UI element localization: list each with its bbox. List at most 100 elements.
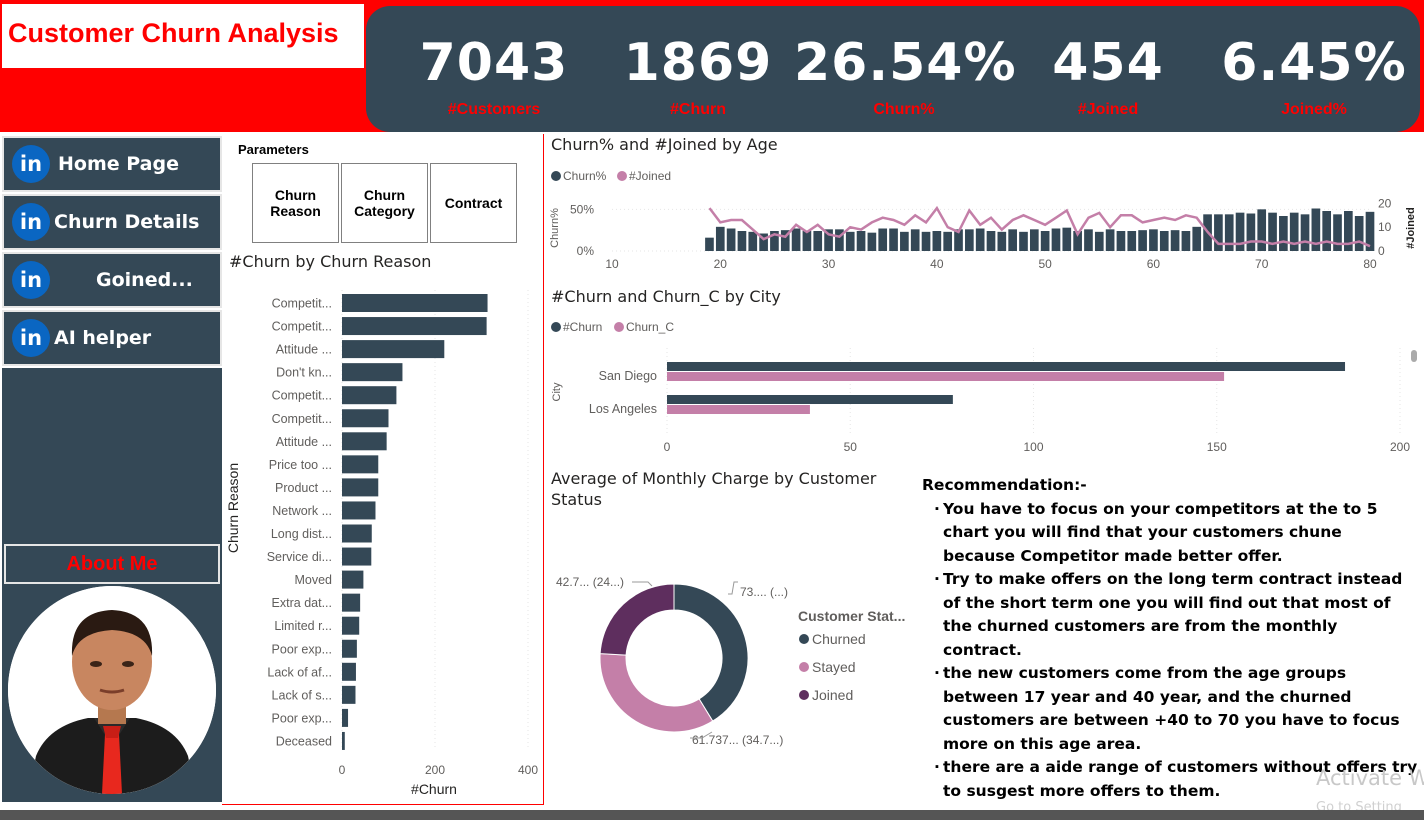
nav-label: Goined... (96, 269, 193, 291)
reason-category-label: Long dist... (271, 527, 332, 541)
kpi-label: Churn% (873, 101, 935, 118)
reason-chart: Churn Reason #Churn Competit... Competit.… (225, 290, 538, 797)
legend-dot-stayed (799, 662, 809, 672)
age-bar (1300, 214, 1310, 251)
nav-home-page[interactable]: in Home Page (2, 136, 222, 192)
linkedin-icon: in (12, 145, 50, 183)
profile-photo (8, 586, 216, 794)
about-me-button[interactable]: About Me (4, 544, 220, 584)
linkedin-icon: in (12, 319, 50, 357)
nav-churn-details[interactable]: in Churn Details (2, 194, 222, 250)
city-churn-bar (667, 362, 1346, 371)
age-bar (1084, 229, 1093, 251)
recommendation-item: You have to focus on your competitors at… (934, 498, 1418, 569)
age-x-tick: 80 (1363, 257, 1377, 271)
page-title: Customer Churn Analysis (8, 18, 339, 48)
age-bar (791, 228, 801, 251)
kpi-value: 7043 (419, 33, 569, 93)
age-bar (975, 228, 985, 251)
reason-bar (342, 662, 356, 681)
age-bar (835, 229, 844, 251)
age-y-left-tick: 50% (570, 202, 594, 216)
reason-category-label: Service di... (267, 550, 332, 564)
reason-bar (342, 685, 356, 704)
kpi-label: #Joined (1077, 101, 1139, 118)
recommendation-item: the new customers come from the age grou… (934, 662, 1418, 756)
bottom-bar (0, 810, 1424, 820)
city-category-label: Los Angeles (589, 402, 657, 416)
kpi-joined: 454 #Joined (998, 28, 1218, 122)
kpi-value: 26.54% (794, 33, 1017, 93)
age-bar (705, 237, 714, 251)
age-bar (845, 231, 855, 251)
reason-chart-title: #Churn by Churn Reason (229, 252, 432, 271)
age-bar (867, 232, 877, 251)
reason-category-label: Don't kn... (276, 366, 332, 380)
reason-category-label: Competit... (272, 297, 332, 311)
parameters-title: Parameters (238, 142, 309, 157)
age-bar (1159, 231, 1169, 251)
reason-category-label: Poor exp... (272, 642, 332, 656)
age-bar (1105, 229, 1115, 251)
age-bar (1192, 226, 1202, 251)
donut-data-label-joined: 42.7... (24...) (556, 575, 624, 589)
nav-label: AI helper (54, 327, 152, 349)
age-bar (997, 231, 1007, 251)
param-contract-button[interactable]: Contract (430, 163, 517, 243)
legend-label-stayed: Stayed (812, 659, 856, 675)
age-bar (1019, 231, 1028, 251)
recommendation-panel: Recommendation:- You have to focus on yo… (922, 474, 1418, 803)
reason-bar (342, 317, 487, 336)
reason-bar (342, 616, 360, 635)
donut-chart-title: Average of Monthly Charge by Customer St… (551, 469, 877, 509)
param-churn-reason-button[interactable]: Churn Reason (252, 163, 339, 243)
age-bar (1289, 212, 1299, 251)
donut-slice-joined (599, 583, 675, 656)
age-bar (1094, 231, 1104, 251)
donut-slice-churned (673, 583, 749, 722)
age-bar (878, 228, 888, 251)
kpi-label: Joined% (1281, 101, 1347, 118)
param-label: Contract (444, 195, 503, 211)
leader-line-joined (632, 581, 653, 587)
age-bar (1246, 213, 1256, 251)
city-chart-title: #Churn and Churn_C by City (551, 287, 781, 306)
reason-bar (342, 340, 445, 359)
age-bar (932, 231, 942, 251)
legend-label: #Churn (563, 320, 603, 334)
reason-bar (342, 432, 387, 451)
city-y-axis-label: City (551, 382, 563, 401)
param-label: Churn Category (354, 187, 415, 219)
nav-goined[interactable]: in Goined... (2, 252, 222, 308)
city-x-tick: 50 (844, 440, 858, 454)
leader-line-stayed (690, 731, 713, 739)
reason-category-label: Network ... (272, 504, 332, 518)
age-bar (900, 231, 909, 251)
age-bar (813, 231, 823, 251)
reason-bar (342, 501, 376, 520)
reason-category-label: Limited r... (274, 619, 332, 633)
leader-line-churned (728, 581, 738, 595)
age-bar (1365, 211, 1375, 251)
reason-x-axis-label: #Churn (411, 781, 457, 797)
reason-bar (342, 708, 349, 727)
age-bar (748, 231, 758, 251)
city-x-tick: 0 (664, 440, 671, 454)
param-churn-category-button[interactable]: Churn Category (341, 163, 428, 243)
recommendation-title: Recommendation:- (922, 476, 1087, 494)
kpi-value: 6.45% (1221, 33, 1407, 93)
age-bar (824, 229, 833, 251)
age-bar (1138, 230, 1147, 251)
age-bar (1116, 231, 1126, 251)
kpi-value: 1869 (623, 33, 773, 93)
age-bar (1008, 229, 1017, 251)
reason-bar (342, 570, 364, 589)
age-x-tick: 50 (1038, 257, 1052, 271)
reason-category-label: Attitude ... (276, 435, 332, 449)
nav-ai-helper[interactable]: in AI helper (2, 310, 222, 366)
city-scrollbar[interactable] (1411, 350, 1417, 362)
reason-category-label: Price too ... (269, 458, 332, 472)
age-bar (1051, 228, 1061, 251)
age-y-left-tick: 0% (577, 244, 595, 258)
reason-axis-label: Churn Reason (225, 463, 241, 553)
